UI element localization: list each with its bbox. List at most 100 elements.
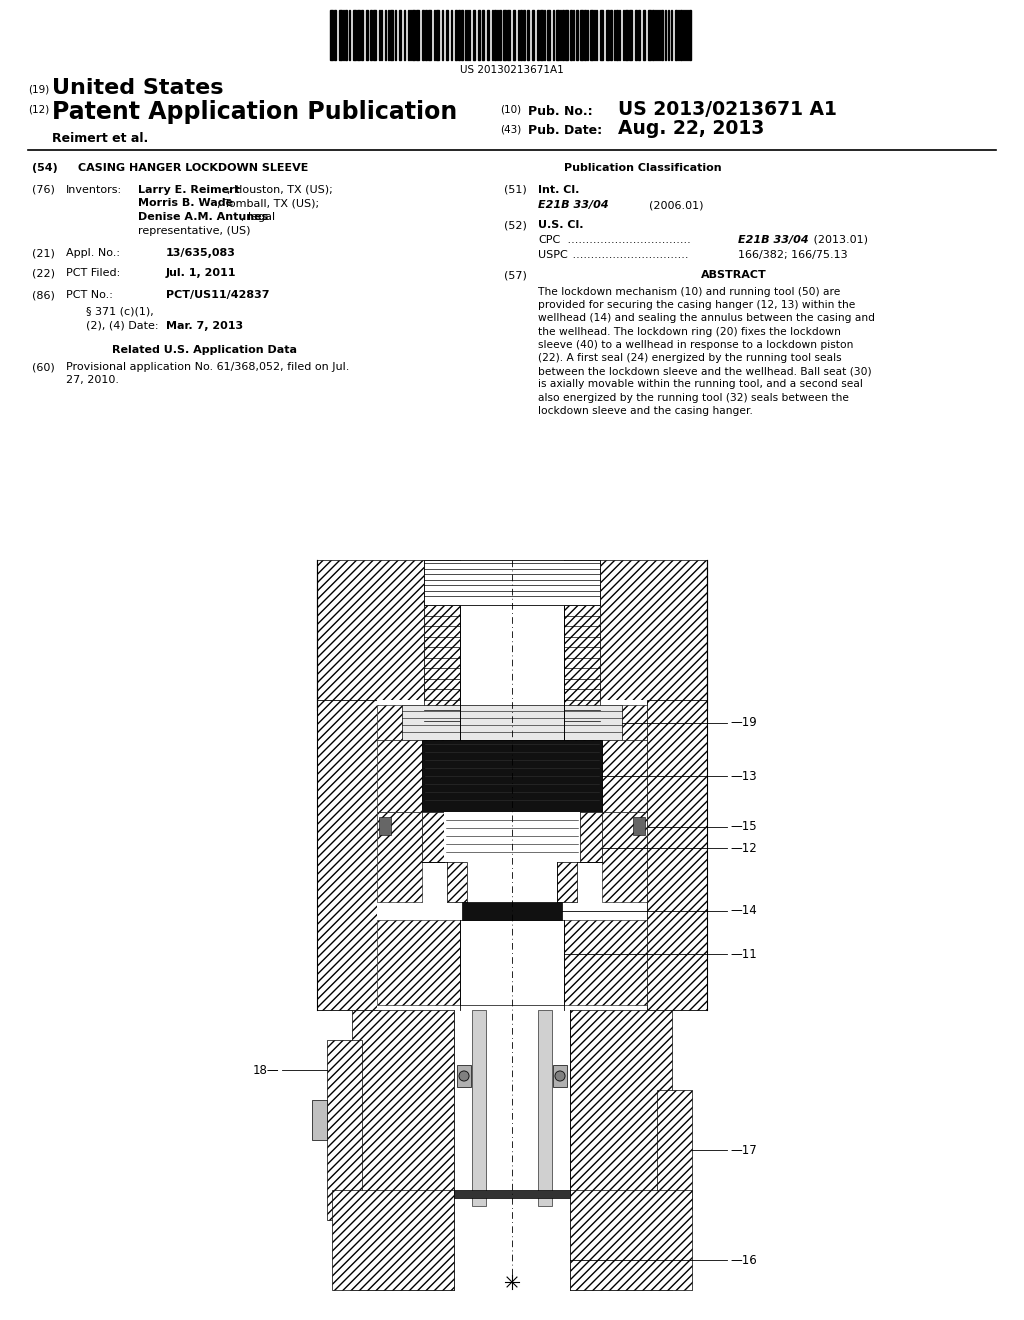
Text: (21): (21)	[32, 248, 55, 257]
Text: (54): (54)	[32, 162, 57, 173]
Text: USPC: USPC	[538, 249, 567, 260]
Bar	[556, 11, 559, 59]
Text: U.S. Cl.: U.S. Cl.	[538, 220, 584, 230]
Bar	[602, 812, 647, 902]
Text: —11: —11	[730, 948, 757, 961]
Circle shape	[459, 1071, 469, 1081]
Text: Publication Classification: Publication Classification	[564, 162, 722, 173]
Text: (60): (60)	[32, 362, 54, 372]
Text: (86): (86)	[32, 290, 55, 300]
Text: wellhead (14) and sealing the annulus between the casing and: wellhead (14) and sealing the annulus be…	[538, 313, 874, 323]
Text: Larry E. Reimert: Larry E. Reimert	[138, 185, 240, 195]
Bar	[446, 11, 449, 59]
Text: , Tomball, TX (US);: , Tomball, TX (US);	[217, 198, 319, 209]
Bar	[600, 11, 603, 59]
Text: Patent Application Publication: Patent Application Publication	[52, 100, 458, 124]
Bar	[507, 11, 510, 59]
Text: between the lockdown sleeve and the wellhead. Ball seat (30): between the lockdown sleeve and the well…	[538, 366, 871, 376]
Bar	[537, 11, 539, 59]
Text: Related U.S. Application Data: Related U.S. Application Data	[112, 345, 297, 355]
Bar	[570, 11, 572, 59]
Bar	[444, 812, 580, 862]
Bar	[647, 700, 707, 1010]
Bar	[353, 11, 356, 59]
Text: lockdown sleeve and the casing hanger.: lockdown sleeve and the casing hanger.	[538, 405, 753, 416]
Text: (12): (12)	[28, 104, 49, 114]
Bar	[436, 11, 439, 59]
Text: (2006.01): (2006.01)	[649, 201, 703, 210]
Bar	[635, 11, 637, 59]
Bar	[422, 11, 424, 59]
Text: —14: —14	[730, 904, 757, 917]
Text: —12: —12	[730, 842, 757, 854]
Text: —15: —15	[730, 821, 757, 833]
Bar	[584, 11, 586, 59]
Text: —16: —16	[730, 1254, 757, 1266]
Text: § 371 (c)(1),: § 371 (c)(1),	[86, 308, 154, 317]
Bar	[557, 862, 577, 902]
Text: US 20130213671A1: US 20130213671A1	[460, 65, 564, 75]
Bar	[540, 11, 543, 59]
Bar	[580, 812, 602, 862]
Text: (76): (76)	[32, 185, 55, 195]
Bar	[638, 11, 640, 59]
Bar	[565, 11, 568, 59]
Text: Int. Cl.: Int. Cl.	[538, 185, 580, 195]
Text: Aug. 22, 2013: Aug. 22, 2013	[618, 119, 764, 139]
Bar	[610, 11, 612, 59]
Text: —19: —19	[730, 715, 757, 729]
Bar	[454, 1191, 570, 1199]
Text: The lockdown mechanism (10) and running tool (50) are: The lockdown mechanism (10) and running …	[538, 286, 841, 297]
Text: (2013.01): (2013.01)	[810, 235, 868, 246]
Bar	[412, 11, 415, 59]
Text: PCT/US11/42837: PCT/US11/42837	[166, 290, 269, 300]
Text: (22). A first seal (24) energized by the running tool seals: (22). A first seal (24) energized by the…	[538, 352, 842, 363]
Bar	[460, 920, 564, 1005]
Bar	[482, 11, 484, 59]
Bar	[377, 920, 460, 1005]
Text: ABSTRACT: ABSTRACT	[701, 271, 767, 280]
Bar	[602, 741, 647, 812]
Bar	[494, 11, 496, 59]
Text: Jul. 1, 2011: Jul. 1, 2011	[166, 268, 237, 279]
Bar	[390, 11, 393, 59]
Bar	[422, 741, 602, 812]
Bar	[564, 560, 600, 820]
Text: (19): (19)	[28, 84, 49, 94]
Bar	[527, 11, 529, 59]
Bar	[339, 11, 342, 59]
Bar	[402, 705, 622, 741]
Bar	[616, 11, 618, 59]
Bar	[513, 11, 515, 59]
Bar	[330, 11, 333, 59]
Text: (52): (52)	[504, 220, 527, 230]
Text: CPC: CPC	[538, 235, 560, 246]
Text: is axially movable within the running tool, and a second seal: is axially movable within the running to…	[538, 379, 863, 389]
Bar	[334, 11, 336, 59]
Text: —13: —13	[730, 770, 757, 783]
Text: CASING HANGER LOCKDOWN SLEEVE: CASING HANGER LOCKDOWN SLEEVE	[78, 162, 308, 173]
Bar	[312, 1100, 327, 1140]
Text: —17: —17	[730, 1143, 757, 1156]
Text: ..................................: ..................................	[564, 235, 691, 246]
Text: 166/382; 166/75.13: 166/382; 166/75.13	[738, 249, 848, 260]
Bar	[523, 11, 525, 59]
Bar	[467, 862, 557, 902]
Text: 13/635,083: 13/635,083	[166, 248, 236, 257]
Text: also energized by the running tool (32) seals between the: also energized by the running tool (32) …	[538, 392, 849, 403]
Text: Pub. Date:: Pub. Date:	[528, 124, 602, 137]
Bar	[422, 812, 444, 862]
Bar	[564, 920, 647, 1005]
Bar	[538, 1010, 552, 1206]
Bar	[361, 11, 362, 59]
Bar	[473, 11, 475, 59]
Text: the wellhead. The lockdown ring (20) fixes the lockdown: the wellhead. The lockdown ring (20) fix…	[538, 326, 841, 337]
Bar	[657, 1090, 692, 1210]
Bar	[370, 11, 372, 59]
Bar	[327, 1040, 362, 1220]
Bar	[478, 11, 480, 59]
Bar	[379, 817, 391, 836]
Bar	[357, 11, 360, 59]
Bar	[455, 11, 457, 59]
Bar	[377, 741, 422, 812]
